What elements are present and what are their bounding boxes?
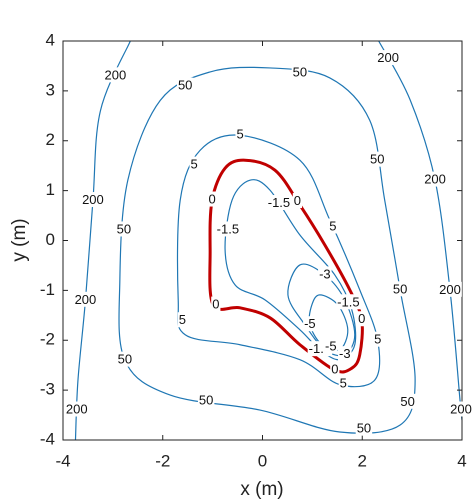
contour-label: 50 <box>357 421 371 436</box>
contour-label: 50 <box>117 221 131 236</box>
x-tick-label: 4 <box>457 451 466 470</box>
y-tick-label: 3 <box>46 80 55 99</box>
contour-label: 0 <box>358 311 365 326</box>
contour-label: 200 <box>66 402 88 417</box>
contour-label: 50 <box>178 78 192 93</box>
contour-label-bg <box>449 401 473 417</box>
contour-label: 0 <box>331 362 338 377</box>
contour-label: 200 <box>439 282 461 297</box>
contour-label-bg <box>211 296 221 312</box>
contour-label: -5 <box>304 316 316 331</box>
contour-label: 200 <box>377 50 399 65</box>
contour-label-bg <box>330 361 340 377</box>
contour-line <box>378 41 462 421</box>
contour-label: 200 <box>82 192 104 207</box>
contour-label-bg <box>357 311 367 327</box>
contour-label: 5 <box>179 312 186 327</box>
contour-label-bg <box>391 281 409 297</box>
contour-label-bg <box>336 294 361 310</box>
contour-label: 200 <box>424 172 446 187</box>
contour-label: 50 <box>393 281 407 296</box>
contour-label: -1.5 <box>268 195 290 210</box>
x-tick-label: 2 <box>358 451 367 470</box>
contour-label-bg <box>116 351 134 367</box>
contour-label-bg <box>318 266 332 282</box>
y-tick-label: 1 <box>46 180 55 199</box>
y-tick-label: 4 <box>46 30 55 49</box>
contour-label: -3 <box>339 346 351 361</box>
y-tick-label: 0 <box>46 230 55 249</box>
contour-label-bg <box>207 191 217 207</box>
contour-label-bg <box>215 221 241 237</box>
contour-label-bg <box>399 393 416 409</box>
contour-label: 0 <box>212 297 219 312</box>
contour-label-bg <box>176 77 194 93</box>
contour-label-bg <box>338 346 352 362</box>
x-axis-label: x (m) <box>240 479 283 500</box>
contour-label-bg <box>303 316 317 332</box>
contour-label-bg <box>338 375 348 391</box>
contour-label-bg <box>373 331 383 347</box>
contour-label-bg <box>438 281 462 297</box>
contour-label-bg <box>292 193 303 209</box>
contour-label: 5 <box>236 127 243 142</box>
contour-label-bg <box>266 195 292 211</box>
contour-line <box>74 41 131 440</box>
contour-label: 50 <box>293 64 307 79</box>
contour-line <box>118 66 416 434</box>
contour-line <box>224 179 357 361</box>
contour-label: 5 <box>329 218 336 233</box>
contour-label: 5 <box>191 157 198 172</box>
y-tick-label: 2 <box>46 130 55 149</box>
contour-label-bg <box>73 291 98 307</box>
contour-line <box>208 158 364 374</box>
contour-label: 50 <box>199 393 213 408</box>
contour-label: 50 <box>118 352 132 367</box>
contour-label: 5 <box>374 332 381 347</box>
contour-label-bg <box>197 392 215 408</box>
contour-label: -3 <box>319 266 331 281</box>
y-tick-label: -3 <box>40 380 55 399</box>
contour-label-bg <box>81 192 105 208</box>
contour-label-bg <box>235 126 245 142</box>
contour-label-bg <box>368 151 386 167</box>
contour-label-bg <box>177 312 188 328</box>
contour-label: 5 <box>340 376 347 391</box>
y-tick-label: -4 <box>40 429 55 448</box>
contour-label-bg <box>328 218 338 234</box>
contour-label-bg <box>423 171 447 187</box>
contour-label: 200 <box>450 402 472 417</box>
contour-label-bg <box>64 401 89 417</box>
x-tick-label: -4 <box>55 451 70 470</box>
contour-label-bg <box>103 67 128 83</box>
contour-label: 50 <box>400 394 414 409</box>
contour-label: -1.5 <box>337 294 359 309</box>
y-tick-label: -1 <box>40 280 55 299</box>
x-tick-label: 0 <box>258 451 267 470</box>
y-axis-label: y (m) <box>9 218 30 261</box>
contour-label: 200 <box>105 67 127 82</box>
y-tick-label: -2 <box>40 330 55 349</box>
x-tick-label: -2 <box>155 451 170 470</box>
contour-label: 200 <box>75 292 97 307</box>
contour-label: -1.5 <box>217 221 239 236</box>
contour-label: -5 <box>325 339 337 354</box>
contour-label-bg <box>291 64 309 80</box>
contour-label: 50 <box>370 152 384 167</box>
contour-label-bg <box>355 420 373 436</box>
contour-label-bg <box>115 221 133 237</box>
contour-label: 0 <box>294 193 301 208</box>
contour-label: 0 <box>209 192 216 207</box>
contour-label-bg <box>324 338 338 354</box>
contour-label-bg <box>189 156 199 172</box>
contour-label-bg <box>376 50 400 66</box>
